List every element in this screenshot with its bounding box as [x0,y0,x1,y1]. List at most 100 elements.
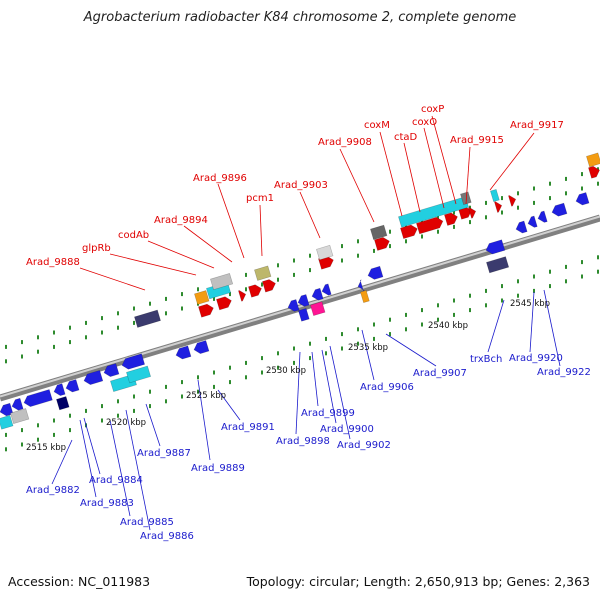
gene-bottom-shape [121,353,146,370]
gene-top-shape [444,212,458,226]
gene-label-bottom[interactable]: Arad_9902 [337,440,391,451]
gene-bottom [485,239,506,255]
tick-dot [277,277,279,282]
gene-bottom-lower [0,414,14,430]
tick-dot [181,292,183,297]
gene-label-top[interactable]: Arad_9896 [193,173,247,184]
gene-bottom-lower [298,308,310,322]
gene-top [444,212,458,226]
gene-label-bottom[interactable]: Arad_9886 [140,531,194,542]
gene-top-upper [194,290,210,305]
gene-label-top[interactable]: coxP [421,104,444,115]
gene-bottom [527,215,538,228]
tick-dot [229,292,231,297]
tick-dot [517,293,519,298]
label-leader-lines [51,115,561,531]
gene-label-bottom[interactable]: Arad_9900 [320,424,374,435]
leader-line-top [379,131,403,217]
gene-bottom-shape [175,345,192,360]
gene-label-top[interactable]: Arad_9903 [274,180,328,191]
gene-label-bottom[interactable]: Arad_9907 [413,368,467,379]
tick-dot [181,394,183,399]
gene-bottom [321,283,332,296]
gene-bottom-lower-shape [310,301,326,317]
gene-top [198,303,214,318]
tick-dot [149,301,151,306]
leader-line-bottom [385,333,437,367]
tick-dot [357,239,359,244]
gene-bottom-shape [11,397,24,411]
gene-bottom-shape [287,299,300,312]
gene-label-top[interactable]: coxM [364,120,390,131]
tick-dot [117,325,119,330]
gene-bottom-lower [56,396,70,411]
gene-top [416,216,444,235]
tick-dot [389,229,391,234]
gene-top-upper [370,224,388,241]
tick-dot [309,356,311,361]
gene-label-bottom[interactable]: Arad_9885 [120,517,174,528]
gene-top-upper-shape [370,224,388,241]
tick-dot [469,220,471,225]
tick-dot [549,196,551,201]
gene-bottom [11,397,24,411]
gene-bottom-lower [10,408,30,425]
gene-label-top[interactable]: Arad_9917 [510,120,564,131]
gene-bottom-lower [486,256,510,274]
tick-dot [37,349,39,354]
gene-label-top[interactable]: Arad_9894 [154,215,208,226]
tick-dot [261,356,263,361]
leader-line-bottom [295,351,301,435]
gene-bottom-shape [83,369,104,385]
tick-dot [213,370,215,375]
gene-top-shape [494,201,503,213]
gene-label-bottom[interactable]: Arad_9920 [509,353,563,364]
gene-label-bottom[interactable]: Arad_9922 [537,367,591,378]
gene-bottom [103,363,120,377]
tick-dot [373,336,375,341]
map-title: Agrobacterium radiobacter K84 chromosome… [83,10,517,25]
tick-dot [85,320,87,325]
gene-label-top[interactable]: Arad_9888 [26,257,80,268]
leader-line-bottom [83,417,101,475]
gene-label-bottom[interactable]: Arad_9887 [137,448,191,459]
gene-label-top[interactable]: codAb [118,230,149,241]
gene-bottom [53,383,66,396]
gene-top-upper-shape [210,273,234,291]
leader-line-top [423,127,445,209]
gene-top-shape [262,279,276,293]
gene-label-top[interactable]: ctaD [394,132,418,143]
tick-dot [21,340,23,345]
gene-label-top[interactable]: Arad_9908 [318,137,372,148]
gene-label-bottom[interactable]: Arad_9883 [80,498,134,509]
gene-label-bottom[interactable]: Arad_9889 [191,463,245,474]
gene-bottom-shape [65,379,80,393]
tick-dot [517,191,519,196]
gene-label-top[interactable]: pcm1 [246,193,274,204]
gene-label-top[interactable]: glpRb [82,243,111,254]
leader-line-bottom [543,289,561,367]
gene-label-bottom[interactable]: Arad_9884 [89,475,143,486]
tick-dot [565,176,567,181]
gene-label-bottom[interactable]: trxBch [470,354,502,365]
gene-label-top[interactable]: Arad_9915 [450,135,504,146]
gene-bottom [311,287,324,301]
tick-dot [133,320,135,325]
tick-dot [149,389,151,394]
gene-label-bottom[interactable]: Arad_9906 [360,382,414,393]
gene-label-top[interactable]: coxO [412,117,437,128]
tick-dot [69,413,71,418]
leader-line-bottom [79,419,97,498]
gene-label-bottom[interactable]: Arad_9898 [276,436,330,447]
tick-dot [389,244,391,249]
tick-dot [149,404,151,409]
gene-label-bottom[interactable]: Arad_9891 [221,422,275,433]
kbp-label: 2535 kbp [348,343,388,353]
tick-dot [405,312,407,317]
gene-label-bottom[interactable]: Arad_9882 [26,485,80,496]
gene-bottom [357,279,366,292]
gene-label-bottom[interactable]: Arad_9899 [301,408,355,419]
tick-dot [21,354,23,359]
leader-line-bottom [197,379,211,461]
